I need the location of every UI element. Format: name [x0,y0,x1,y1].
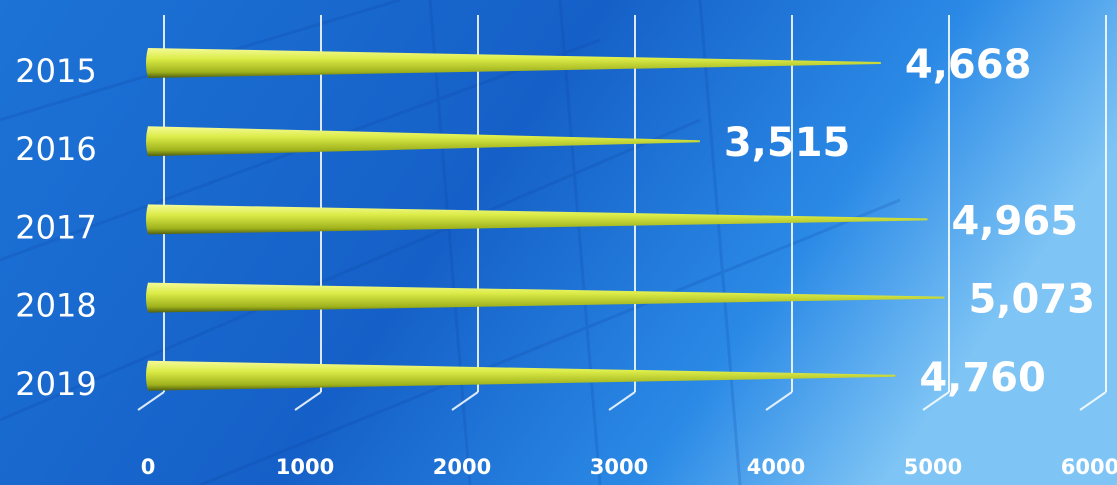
x-tick-label: 1000 [276,455,334,479]
y-tick-label: 2015 [15,52,96,90]
grid-line-foot [137,391,165,411]
grid-line-foot [1079,391,1107,411]
bar [146,282,945,313]
bar [146,126,700,157]
grid-line-foot [451,391,479,411]
x-tick-label: 0 [141,455,156,479]
x-tick-label: 6000 [1061,455,1117,479]
value-label: 3,515 [724,120,851,166]
grid-line-foot [294,391,322,411]
x-tick-label: 4000 [747,455,805,479]
value-label: 4,760 [919,355,1046,401]
value-label: 4,965 [952,198,1079,244]
grid-line-foot [608,391,636,411]
y-tick-label: 2016 [15,130,96,168]
y-tick-label: 2019 [15,365,96,403]
value-label: 5,073 [968,277,1095,323]
y-tick-label: 2018 [15,287,96,325]
bar [146,204,928,235]
grid-line-foot [922,391,950,411]
y-tick-label: 2017 [15,208,96,246]
bar [146,360,896,391]
value-label: 4,668 [905,42,1032,88]
x-tick-label: 2000 [433,455,491,479]
x-tick-label: 3000 [590,455,648,479]
grid-line-foot [765,391,793,411]
bar [146,48,881,78]
x-tick-label: 5000 [904,455,962,479]
